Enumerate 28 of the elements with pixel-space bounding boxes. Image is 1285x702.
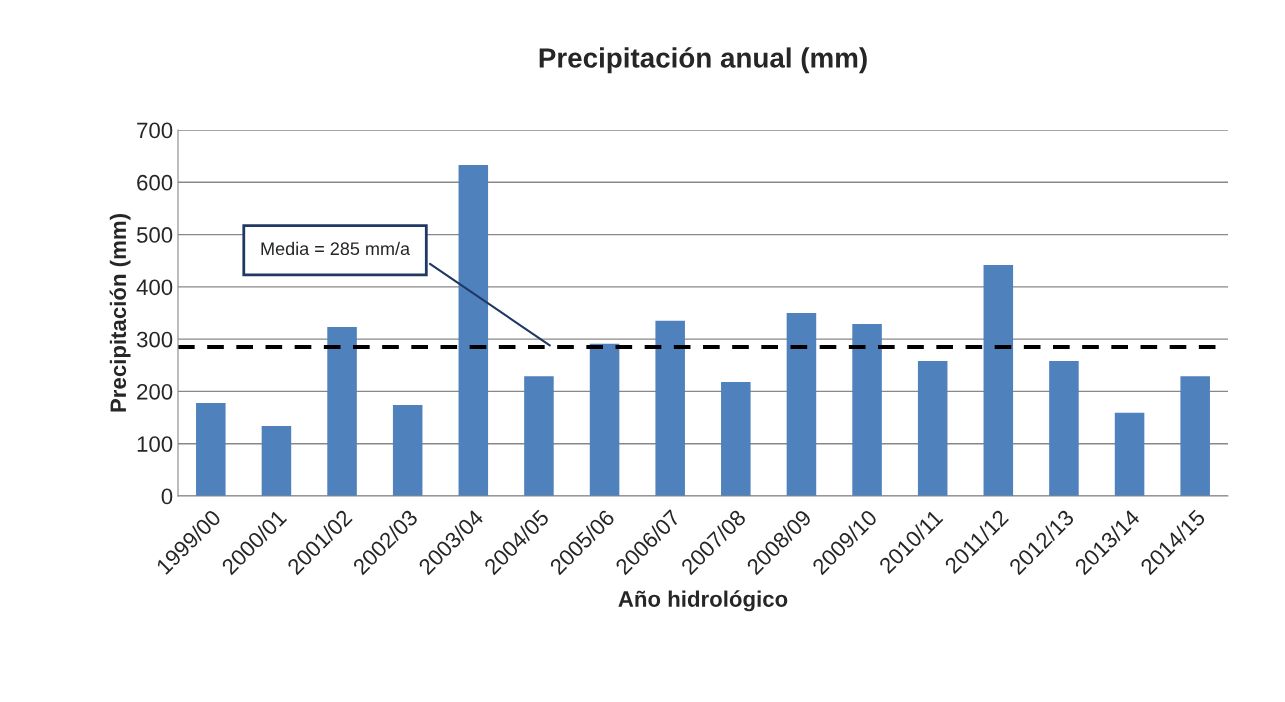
y-tick-label: 200 (137, 383, 173, 400)
bar (852, 323, 882, 496)
bar (786, 313, 817, 496)
y-tick-label: 300 (136, 331, 173, 348)
bar (524, 376, 554, 496)
bar (1180, 376, 1210, 496)
x-axis-title: Año hidrológico (618, 590, 788, 612)
y-axis-title: Precipitación (mm) (109, 214, 131, 412)
bar (983, 264, 1014, 496)
bar (655, 320, 685, 496)
chart-title: Precipitación anual (mm) (539, 47, 867, 74)
bar (392, 405, 423, 496)
bar (1049, 361, 1079, 496)
bar (261, 425, 292, 496)
ref-line-label: Media = 285 mm/a (261, 241, 411, 256)
bar (917, 361, 948, 496)
bar (196, 402, 226, 496)
bar (327, 327, 357, 496)
y-tick-label: 0 (161, 488, 173, 505)
bar (458, 165, 489, 496)
bar (589, 343, 620, 496)
y-tick-label: 600 (137, 174, 173, 191)
y-tick-label: 700 (137, 122, 173, 139)
bar (1114, 412, 1145, 496)
bar (721, 382, 751, 496)
y-tick-label: 400 (136, 279, 173, 296)
y-tick-label: 500 (136, 227, 173, 243)
y-tick-label: 100 (137, 436, 173, 452)
